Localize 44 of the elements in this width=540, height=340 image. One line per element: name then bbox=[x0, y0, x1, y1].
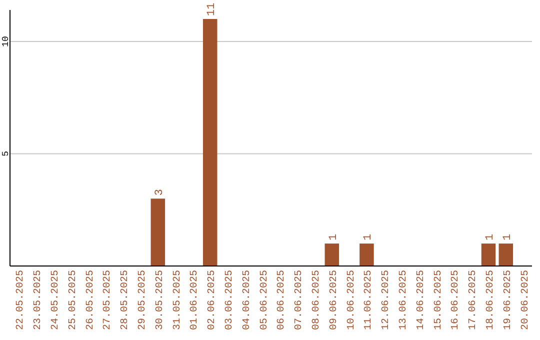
bar bbox=[202, 18, 218, 266]
x-tick-label: 15.06.2025 bbox=[433, 270, 444, 330]
x-tick-label: 12.06.2025 bbox=[381, 270, 392, 330]
data-label: 1 bbox=[502, 234, 514, 241]
bar bbox=[360, 244, 374, 266]
bar bbox=[324, 244, 340, 266]
x-tick-label: 13.06.2025 bbox=[398, 270, 410, 330]
x-tick-label: 27.05.2025 bbox=[102, 270, 114, 330]
data-label: 1 bbox=[328, 234, 340, 241]
x-tick-label: 22.05.2025 bbox=[16, 270, 27, 330]
x-tick-label: 09.06.2025 bbox=[328, 270, 340, 330]
x-tick-label: 31.05.2025 bbox=[172, 270, 184, 330]
x-tick-label: 19.06.2025 bbox=[502, 270, 514, 330]
x-tick-label: 02.06.2025 bbox=[207, 270, 218, 330]
x-tick-label: 30.05.2025 bbox=[154, 270, 166, 330]
data-label: 1 bbox=[362, 234, 375, 241]
y-tick-label: 5 bbox=[1, 151, 11, 156]
y-tick-label: 10 bbox=[1, 36, 11, 47]
x-tick-label: 07.06.2025 bbox=[294, 270, 306, 330]
bar bbox=[150, 198, 166, 266]
x-tick-label: 20.06.2025 bbox=[520, 270, 532, 330]
x-tick-label: 24.05.2025 bbox=[50, 270, 62, 330]
x-tick-label: 06.06.2025 bbox=[276, 270, 288, 330]
x-tick-label: 16.06.2025 bbox=[450, 270, 462, 330]
x-tick-label: 14.06.2025 bbox=[416, 270, 427, 330]
bar bbox=[481, 244, 496, 266]
x-tick-label: 08.06.2025 bbox=[312, 270, 322, 330]
x-tick-label: 17.06.2025 bbox=[468, 270, 480, 330]
bar bbox=[498, 244, 514, 266]
data-label: 3 bbox=[154, 189, 166, 196]
x-tick-label: 03.06.2025 bbox=[224, 270, 236, 330]
x-tick-label: 04.06.2025 bbox=[242, 270, 253, 330]
x-tick-label: 26.05.2025 bbox=[85, 270, 96, 330]
x-tick-label: 23.05.2025 bbox=[33, 270, 44, 330]
x-tick-label: 10.06.2025 bbox=[346, 270, 358, 330]
x-tick-label: 28.05.2025 bbox=[120, 270, 132, 330]
x-tick-label: 05.06.2025 bbox=[259, 270, 270, 330]
x-tick-label: 18.06.2025 bbox=[486, 270, 496, 330]
x-tick-label: 25.05.2025 bbox=[68, 270, 79, 330]
data-label: 11 bbox=[206, 2, 218, 16]
x-tick-label: 01.06.2025 bbox=[190, 270, 201, 330]
data-label: 1 bbox=[484, 234, 496, 241]
x-tick-label: 11.06.2025 bbox=[364, 270, 375, 330]
x-tick-label: 29.05.2025 bbox=[138, 270, 148, 330]
